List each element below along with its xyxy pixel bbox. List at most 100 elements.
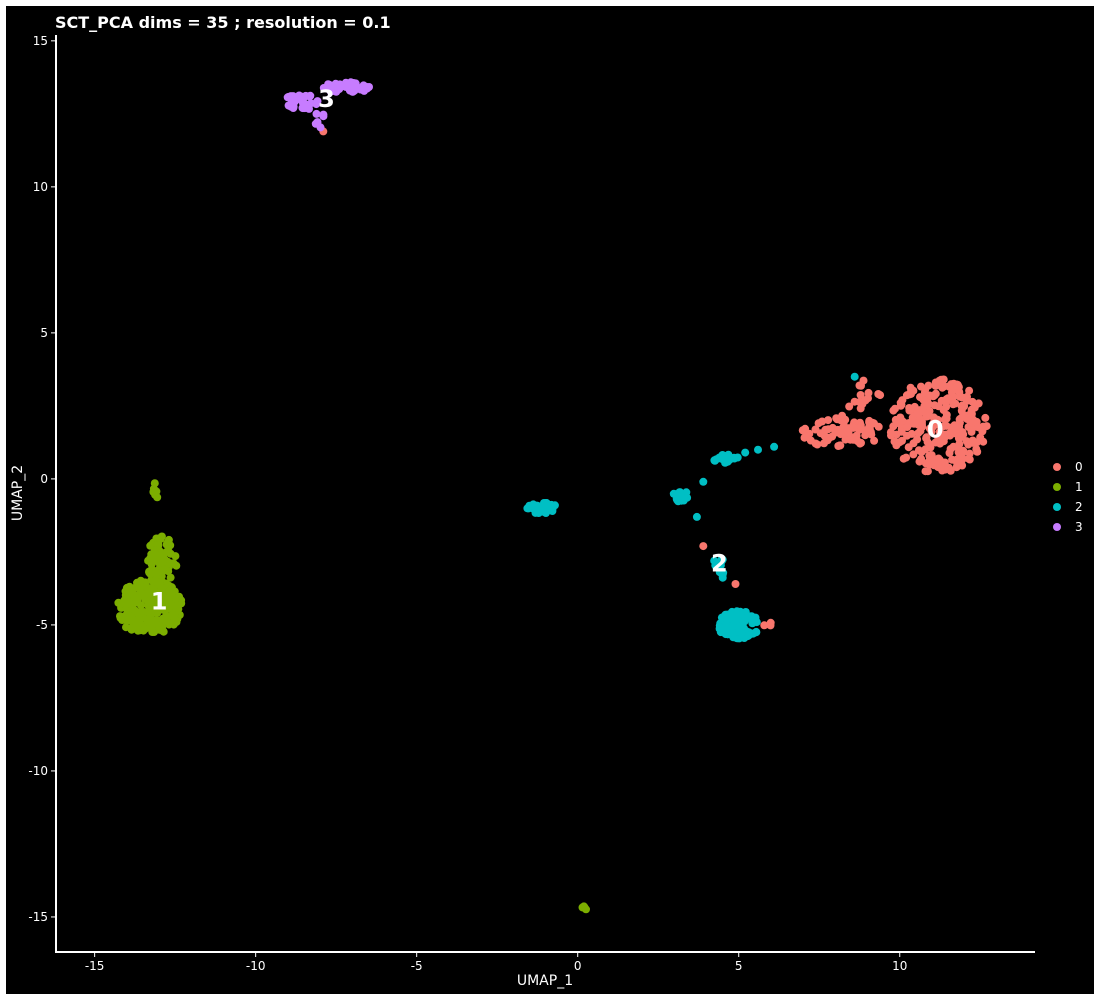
- cluster-1-point: [149, 488, 157, 496]
- cluster-2-point: [693, 513, 701, 521]
- cluster-labels: 0 1 2 3: [151, 85, 944, 615]
- legend-label-3: 3: [1075, 520, 1083, 534]
- x-ticks: -15 -10 -5 0 5 10: [85, 952, 908, 973]
- cluster-0-point: [934, 462, 942, 470]
- cluster-1-point: [161, 555, 169, 563]
- cluster-1-point: [117, 600, 125, 608]
- cluster-2-point: [734, 454, 742, 462]
- cluster-2-point: [548, 507, 556, 515]
- cluster-0-point: [820, 439, 828, 447]
- cluster-3-point: [305, 92, 313, 100]
- cluster-0-point: [889, 422, 897, 430]
- cluster-label-3: 3: [318, 85, 335, 113]
- y-tick-label: -10: [28, 764, 48, 778]
- cluster-1-point: [162, 548, 170, 556]
- cluster-0-point: [925, 382, 933, 390]
- cluster-2-point: [730, 609, 738, 617]
- cluster-0-point: [956, 419, 964, 427]
- cluster-0-point: [969, 437, 977, 445]
- cluster-2-point: [542, 499, 550, 507]
- cluster-0-point: [908, 430, 916, 438]
- cluster-0-point: [862, 396, 870, 404]
- y-axis-title: UMAP_2: [10, 465, 26, 521]
- cluster-0-point: [900, 455, 908, 463]
- cluster-0-point: [916, 458, 924, 466]
- cluster-0-point: [945, 430, 953, 438]
- cluster-1-point: [171, 552, 179, 560]
- cluster-0-point: [954, 457, 962, 465]
- cluster-0-point: [932, 382, 940, 390]
- cluster-0-point: [945, 464, 953, 472]
- x-axis-title: UMAP_1: [517, 973, 573, 989]
- legend-label-1: 1: [1075, 480, 1083, 494]
- cluster-0-point: [958, 393, 966, 401]
- x-tick-label: 5: [735, 959, 743, 973]
- x-tick-label: 10: [892, 959, 907, 973]
- cluster-1-point: [123, 584, 131, 592]
- cluster-0-point: [978, 427, 986, 435]
- cluster-label-2: 2: [711, 550, 728, 578]
- cluster-1-point: [168, 612, 176, 620]
- cluster-1-point: [167, 590, 175, 598]
- cluster-1-point: [151, 479, 159, 487]
- cluster-2-point: [740, 618, 748, 626]
- cluster-0-point: [857, 382, 865, 390]
- cluster-0-point: [903, 423, 911, 431]
- cluster-2-point: [741, 449, 749, 457]
- cluster-0-point: [799, 426, 807, 434]
- legend-label-0: 0: [1075, 460, 1083, 474]
- x-tick-label: -15: [85, 959, 105, 973]
- y-tick-label: 0: [40, 472, 48, 486]
- legend-key-3: [1053, 523, 1061, 531]
- cluster-0-point: [845, 403, 853, 411]
- cluster-label-1: 1: [151, 588, 168, 616]
- cluster-3-point: [337, 83, 345, 91]
- cluster-2-point: [699, 478, 707, 486]
- chart-title: SCT_PCA dims = 35 ; resolution = 0.1: [55, 13, 391, 32]
- cluster-0-point: [910, 420, 918, 428]
- cluster-0-point: [911, 403, 919, 411]
- cluster-1-point: [159, 615, 167, 623]
- points-layer: [114, 78, 990, 913]
- cluster-0-point: [922, 467, 930, 475]
- cluster-0-point: [807, 437, 815, 445]
- cluster-0-point: [968, 428, 976, 436]
- cluster-label-0: 0: [927, 415, 944, 443]
- cluster-3-point: [314, 118, 322, 126]
- cluster-0-point: [909, 450, 917, 458]
- cluster-0-point: [767, 619, 775, 627]
- cluster-0-point: [861, 431, 869, 439]
- y-tick-label: -15: [28, 910, 48, 924]
- cluster-1-point: [128, 602, 136, 610]
- cluster-0-point: [824, 416, 832, 424]
- legend-key-2: [1053, 503, 1061, 511]
- cluster-0-point: [898, 401, 906, 409]
- cluster-2-point: [674, 497, 682, 505]
- cluster-0-point: [969, 398, 977, 406]
- legend-key-0: [1053, 463, 1061, 471]
- cluster-0-point: [846, 436, 854, 444]
- cluster-0-point: [889, 407, 897, 415]
- cluster-0-point: [870, 419, 878, 427]
- y-tick-label: 15: [33, 34, 48, 48]
- cluster-1-point: [137, 608, 145, 616]
- cluster-0-point: [918, 423, 926, 431]
- cluster-0-point: [981, 414, 989, 422]
- cluster-2-point: [716, 624, 724, 632]
- cluster-0-point: [857, 404, 865, 412]
- cluster-0-point: [973, 448, 981, 456]
- cluster-1-point: [161, 565, 169, 573]
- x-tick-label: 0: [574, 959, 582, 973]
- cluster-2-point: [683, 494, 691, 502]
- cluster-0-point: [892, 441, 900, 449]
- cluster-1-point: [156, 534, 164, 542]
- cluster-0-point: [940, 382, 948, 390]
- cluster-1-point: [156, 623, 164, 631]
- cluster-1-point: [146, 623, 154, 631]
- cluster-3-point: [362, 83, 370, 91]
- legend-label-2: 2: [1075, 500, 1083, 514]
- cluster-1-point: [172, 562, 180, 570]
- x-tick-label: -10: [246, 959, 266, 973]
- cluster-0-point: [959, 411, 967, 419]
- cluster-0-point: [870, 437, 878, 445]
